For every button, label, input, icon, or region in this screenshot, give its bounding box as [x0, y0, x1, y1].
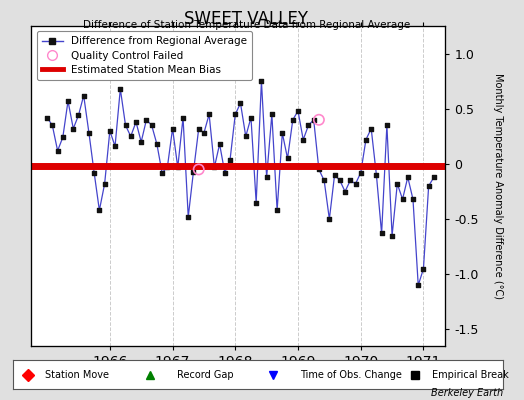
Point: [80, 92, 88, 99]
Text: Berkeley Earth: Berkeley Earth: [431, 388, 503, 398]
Point: [252, 199, 260, 206]
Point: [194, 166, 203, 173]
Point: [273, 207, 281, 214]
Point: [53, 148, 62, 154]
Point: [419, 266, 428, 272]
Point: [278, 130, 287, 136]
Point: [48, 122, 57, 128]
Point: [221, 170, 229, 176]
Point: [43, 114, 51, 121]
Point: [304, 122, 313, 128]
Point: [74, 112, 83, 118]
Point: [215, 141, 224, 147]
Point: [289, 116, 297, 123]
Point: [372, 172, 380, 178]
Point: [263, 174, 271, 180]
Point: [226, 156, 234, 163]
Point: [210, 164, 219, 170]
Point: [85, 130, 93, 136]
Text: Station Move: Station Move: [45, 370, 109, 380]
Point: [257, 78, 266, 84]
Point: [310, 116, 318, 123]
Y-axis label: Monthly Temperature Anomaly Difference (°C): Monthly Temperature Anomaly Difference (…: [493, 73, 503, 299]
Point: [336, 177, 344, 184]
Point: [69, 126, 78, 132]
Point: [147, 122, 156, 128]
Point: [283, 155, 292, 162]
Point: [351, 180, 359, 187]
Text: SWEET VALLEY: SWEET VALLEY: [184, 10, 308, 28]
Point: [205, 111, 213, 118]
Point: [393, 180, 401, 187]
Point: [325, 216, 334, 222]
Point: [236, 100, 245, 106]
Point: [168, 126, 177, 132]
Point: [111, 143, 119, 150]
Point: [315, 116, 323, 123]
Point: [158, 170, 166, 176]
Point: [163, 164, 171, 170]
Point: [101, 180, 109, 187]
Point: [403, 174, 412, 180]
Point: [116, 86, 125, 92]
Point: [315, 166, 323, 173]
Point: [194, 126, 203, 132]
Point: [179, 114, 187, 121]
Point: [126, 133, 135, 140]
Point: [152, 141, 161, 147]
Point: [294, 108, 302, 114]
Point: [409, 196, 417, 202]
Point: [388, 232, 396, 239]
Text: Time of Obs. Change: Time of Obs. Change: [300, 370, 401, 380]
Point: [430, 174, 438, 180]
Point: [414, 282, 422, 288]
Point: [200, 130, 208, 136]
Point: [59, 134, 67, 141]
Point: [122, 122, 130, 128]
Point: [90, 170, 99, 176]
Point: [106, 128, 114, 134]
Point: [346, 177, 354, 184]
Point: [189, 168, 198, 175]
Point: [362, 136, 370, 143]
Point: [320, 177, 329, 184]
Point: [383, 122, 391, 128]
Point: [356, 170, 365, 176]
Text: Difference of Station Temperature Data from Regional Average: Difference of Station Temperature Data f…: [83, 20, 410, 30]
Point: [184, 214, 192, 220]
Point: [268, 111, 276, 118]
Text: Empirical Break: Empirical Break: [432, 370, 509, 380]
Point: [173, 164, 182, 170]
Point: [142, 116, 150, 123]
Point: [231, 111, 239, 118]
Legend: Difference from Regional Average, Quality Control Failed, Estimated Station Mean: Difference from Regional Average, Qualit…: [37, 31, 252, 80]
Point: [64, 98, 72, 104]
Point: [398, 196, 407, 202]
Point: [95, 207, 104, 214]
Point: [132, 119, 140, 125]
Point: [367, 126, 375, 132]
Point: [137, 139, 145, 145]
Point: [330, 172, 339, 178]
Text: Record Gap: Record Gap: [177, 370, 234, 380]
Point: [242, 133, 250, 140]
Point: [247, 114, 255, 121]
Point: [341, 188, 349, 195]
Point: [377, 230, 386, 237]
Point: [424, 183, 433, 189]
Point: [299, 136, 308, 143]
